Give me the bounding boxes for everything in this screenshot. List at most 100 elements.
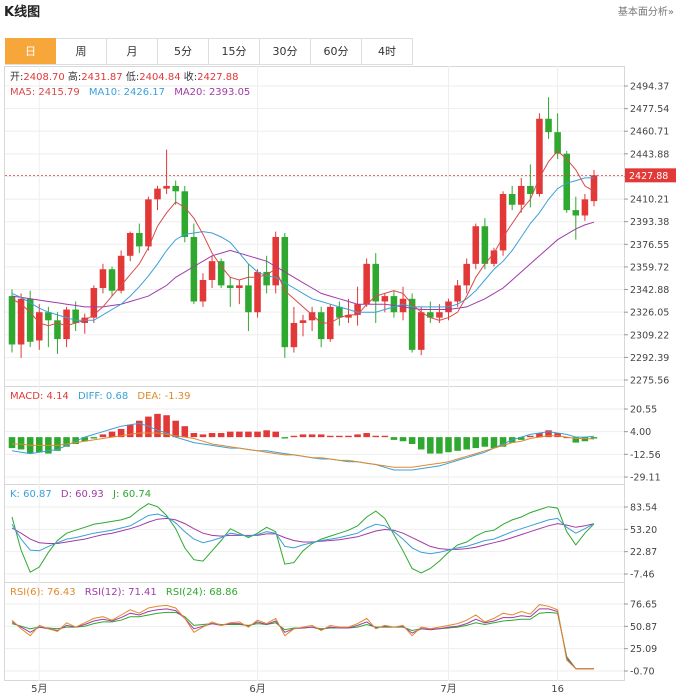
macd-tick-label: 20.55 [630,405,657,416]
rsi-axis: 76.65 50.87 25.09 -0.70 [624,600,657,678]
macd-bar-positive [154,413,161,438]
fundamental-analysis-link[interactable]: 基本面分析» [617,7,674,18]
macd-legend-dea: DEA: -1.39 [137,391,190,402]
macd-bar-negative [90,437,98,439]
candle-up [399,298,407,313]
kdj-tick-label: 22.87 [630,547,657,558]
rsi6-line [11,604,594,670]
macd-bar-positive [217,433,225,438]
candle-down [54,320,61,340]
open-value: 2408.70 [23,72,64,83]
moving-average-lines [11,150,595,327]
macd-bar-negative [408,437,416,444]
price-tick-label: 2410.21 [630,195,669,206]
candle-up [499,193,507,251]
candlesticks [8,97,598,358]
candle-up [590,175,598,202]
rsi-legend: RSI(6): 76.43 RSI(12): 71.41 RSI(24): 68… [10,587,238,598]
candle-down [545,118,552,133]
tab-60min[interactable]: 60分 [311,38,362,64]
high-value: 2431.87 [81,72,122,83]
macd-bar-negative [590,437,598,439]
rsi-series [11,604,594,670]
candle-up [490,250,498,264]
price-tick-label: 2326.05 [630,308,669,319]
kdj-tick-label: 83.54 [630,503,657,514]
candle-up [363,263,370,305]
macd-bar-negative [472,437,480,449]
candle-down [390,296,398,313]
macd-bar-negative [481,437,489,447]
macd-bar-positive [381,435,389,438]
candle-up [254,271,261,313]
candle-down [172,185,179,192]
macd-bar-positive [226,431,234,438]
candle-down [427,312,434,318]
macd-bar-negative [427,437,434,454]
macd-bar-positive [336,435,343,438]
macd-bar-positive [272,431,279,438]
macd-bar-positive [308,434,316,438]
price-tick-label: 2393.38 [630,217,669,228]
macd-bar-positive [299,434,307,438]
price-tick-label: 2443.88 [630,149,669,160]
tab-30min[interactable]: 30分 [260,38,311,64]
macd-bar-negative [499,437,507,447]
candle-up [163,185,170,189]
candle-up [581,199,589,216]
kdj-legend-d: D: 60.93 [61,489,104,500]
x-tick-label: 6月 [249,683,265,695]
macd-bar-negative [390,437,398,440]
price-tick-label: 2477.54 [630,104,669,115]
candle-down [245,285,252,313]
tab-4hour[interactable]: 4时 [362,38,413,64]
macd-bar-negative [17,437,25,450]
candle-down [336,306,343,318]
x-tick-label: 5月 [31,683,47,695]
candle-up [536,118,543,194]
price-tick-label: 2359.72 [630,262,669,273]
candle-down [572,210,580,216]
candle-up [299,320,307,323]
macd-bar-positive [563,437,570,439]
macd-bar-positive [554,433,561,438]
macd-bar-positive [108,431,116,438]
tab-week[interactable]: 周 [56,38,107,64]
tab-day[interactable]: 日 [5,38,56,64]
candle-down [527,185,534,194]
candle-down [136,232,143,247]
candle-down [481,226,489,264]
rsi24-line [11,611,594,670]
candle-up [199,279,207,302]
candle-down [181,191,189,237]
ma20-line [11,221,595,310]
candle-down [217,261,225,286]
macd-legend-diff: DIFF: 0.68 [78,391,128,402]
macd-bar-negative [399,437,407,442]
macd-bar-positive [190,433,198,438]
tab-15min[interactable]: 15分 [209,38,260,64]
rsi-panel-frame [4,582,625,681]
candle-down [108,269,116,291]
kdj-tick-label: -7.46 [630,570,655,581]
tab-5min[interactable]: 5分 [158,38,209,64]
macd-bar-negative [463,437,470,450]
x-tick-label: 7月 [440,683,456,695]
kdj-axis: 83.54 53.20 22.87 -7.46 [624,503,657,581]
x-axis: 5月 6月 7月 16 [31,683,564,695]
ma5-legend: MA5: 2415.79 [10,87,80,98]
kdj-tick-label: 53.20 [630,525,657,536]
candle-up [63,309,70,340]
tab-month[interactable]: 月 [107,38,158,64]
panel-frames [4,66,625,681]
macd-bar-positive [327,435,334,438]
ma10-legend: MA10: 2426.17 [89,87,165,98]
candle-up [17,298,25,345]
candle-up [36,312,43,341]
rsi12-line [11,608,594,670]
candle-down [563,153,570,211]
candle-up [354,304,361,315]
candle-up [117,255,125,291]
low-value: 2404.84 [139,72,180,83]
